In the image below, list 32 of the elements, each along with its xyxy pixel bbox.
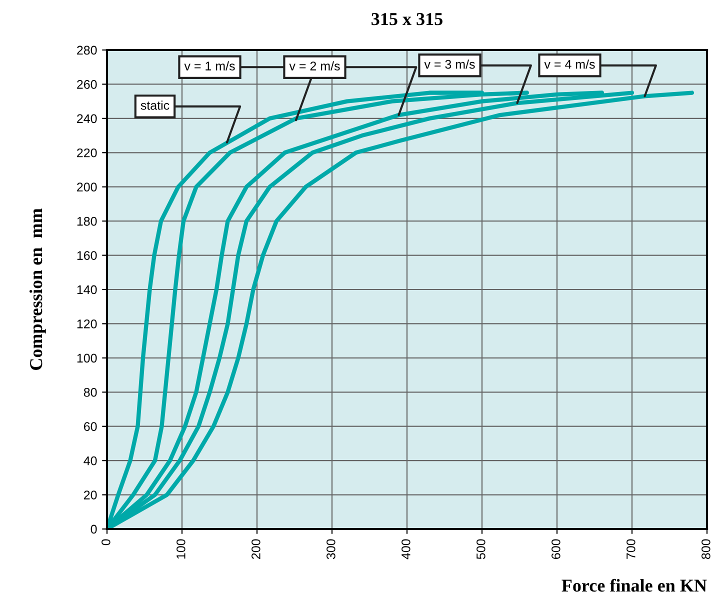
y-tick-label: 0 <box>90 524 97 534</box>
y-tick-label: 160 <box>77 251 97 260</box>
y-tick-label: 200 <box>77 182 97 192</box>
x-tick-label: 100 <box>176 539 186 559</box>
y-tick-label: 120 <box>77 320 97 328</box>
annotation: v = 2 m/s <box>289 61 340 70</box>
x-tick-label: 200 <box>252 539 260 559</box>
x-axis-title: Force finale en KN <box>562 578 707 592</box>
chart-title: 315 x 315 <box>372 13 442 26</box>
y-tick-label: 20 <box>84 490 97 500</box>
annotation: v = 3 m/s <box>424 60 475 69</box>
y-tick-label: 140 <box>77 285 97 294</box>
y-tick-label: 180 <box>77 216 97 226</box>
x-tick-label: 600 <box>552 539 560 559</box>
y-tick-label: 40 <box>84 456 97 466</box>
y-tick-label: 240 <box>77 114 97 124</box>
annotation: v = 4 m/s <box>544 60 595 69</box>
annotation: v = 1 m/s <box>184 61 235 70</box>
y-axis-title: Compression en mm <box>29 208 46 370</box>
y-tick-label: 100 <box>77 354 97 363</box>
y-tick-label: 280 <box>77 46 97 55</box>
y-tick-label: 80 <box>84 388 97 397</box>
y-tick-label: 60 <box>84 422 97 432</box>
annotation: static <box>140 100 170 110</box>
y-tick-label: 260 <box>77 80 97 89</box>
x-tick-label: 800 <box>702 539 710 560</box>
x-tick-label: 500 <box>476 539 486 560</box>
x-tick-label: 0 <box>102 539 110 546</box>
y-tick-label: 220 <box>77 148 97 158</box>
x-tick-label: 300 <box>326 539 336 560</box>
x-tick-label: 400 <box>402 539 410 560</box>
x-tick-label: 700 <box>626 539 636 559</box>
